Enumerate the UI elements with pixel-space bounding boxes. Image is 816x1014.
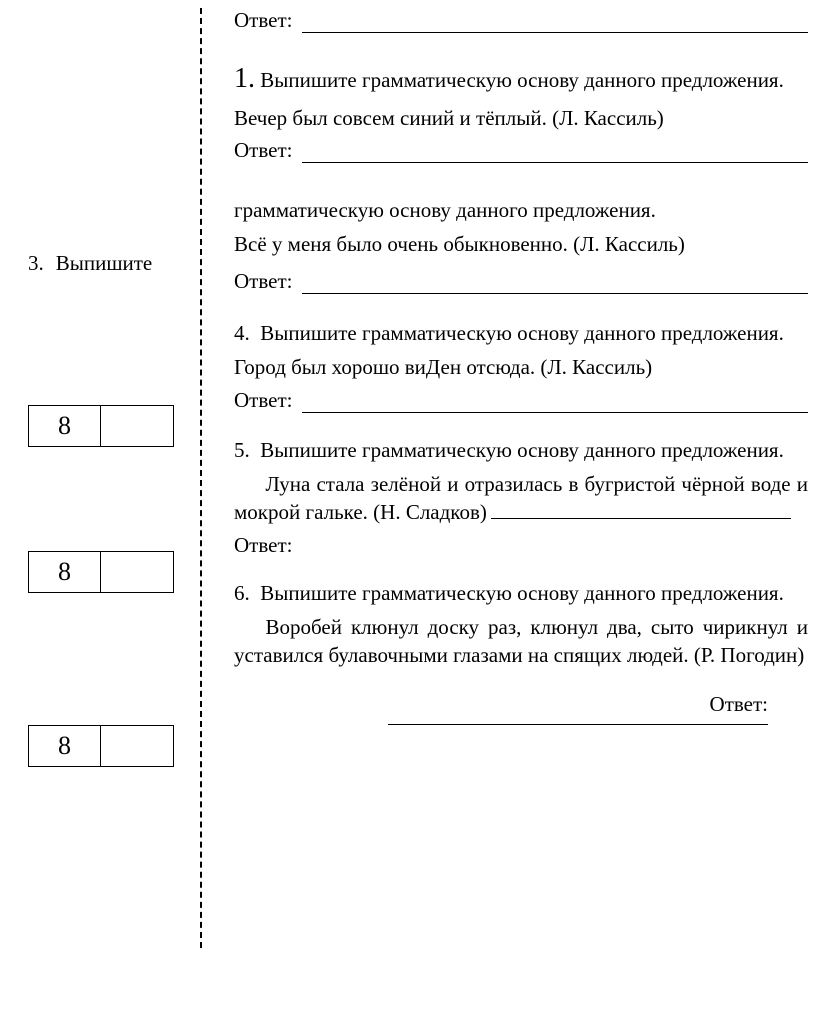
score-box-2: 8 (28, 551, 174, 593)
task-4-body: Город был хорошо виДен отсюда. (Л. Касси… (234, 353, 808, 381)
task-3-left-fragment: 3. Выпишите (28, 250, 190, 277)
answer-row-3: Ответ: (234, 269, 808, 294)
task-6-heading-text: Выпишите грамматическую основу данного п… (260, 581, 784, 605)
score-box-1: 8 (28, 405, 174, 447)
score-box-3: 8 (28, 725, 174, 767)
task-5-number: 5. (234, 438, 250, 462)
task-4: 4. Выпишите грамматическую основу данног… (234, 320, 808, 413)
answer-label: Ответ: (710, 692, 768, 716)
right-column: Ответ: 1. Выпишите грамматическую основу… (202, 0, 816, 1014)
answer-line-bottom[interactable] (388, 723, 768, 725)
task-1-heading-text: Выпишите грамматическую основу данного п… (260, 68, 784, 92)
answer-label: Ответ: (234, 269, 292, 294)
answer-line[interactable] (302, 138, 808, 163)
answer-label: Ответ: (234, 8, 292, 33)
task-1-number: 1. (234, 63, 255, 94)
answer-label: Ответ: (234, 388, 292, 413)
task-5-heading: 5. Выпишите грамматическую основу данног… (234, 437, 808, 464)
task-4-number: 4. (234, 321, 250, 345)
answer-label: Ответ: (234, 533, 292, 558)
task-1-heading: 1. Выпишите грамматическую основу данног… (234, 61, 808, 97)
answer-row-6: Ответ: (234, 692, 808, 717)
score-value: 8 (29, 406, 101, 446)
task-5-body-text: Луна стала зелёной и отразилась в бугрис… (234, 472, 808, 524)
answer-row-1: Ответ: (234, 138, 808, 163)
task-3-word: Выпишите (56, 250, 153, 277)
task-3-body: Всё у меня было очень обыкновенно. (Л. К… (234, 230, 808, 258)
answer-line-inline[interactable] (491, 518, 791, 519)
score-value: 8 (29, 726, 101, 766)
answer-line[interactable] (302, 269, 808, 294)
task-1: 1. Выпишите грамматическую основу данног… (234, 61, 808, 163)
score-blank[interactable] (101, 726, 173, 766)
task-3-number: 3. (28, 250, 44, 277)
answer-line[interactable] (302, 388, 808, 413)
answer-row-4: Ответ: (234, 388, 808, 413)
task-5-body: Луна стала зелёной и отразилась в бугрис… (234, 470, 808, 527)
score-value: 8 (29, 552, 101, 592)
task-3: грамматическую основу данного предложени… (234, 197, 808, 294)
answer-line[interactable] (302, 8, 808, 33)
left-column: 3. Выпишите 8 8 8 (0, 0, 200, 1014)
worksheet-page: 3. Выпишите 8 8 8 Ответ: 1. Выпишите гра… (0, 0, 816, 1014)
score-blank[interactable] (101, 552, 173, 592)
answer-row-top: Ответ: (234, 8, 808, 33)
score-blank[interactable] (101, 406, 173, 446)
task-5-heading-text: Выпишите грамматическую основу данного п… (260, 438, 784, 462)
task-3-heading-cont: грамматическую основу данного предложени… (234, 197, 808, 224)
task-4-heading: 4. Выпишите грамматическую основу данног… (234, 320, 808, 347)
task-6-heading: 6. Выпишите грамматическую основу данног… (234, 580, 808, 607)
answer-label: Ответ: (234, 138, 292, 163)
task-1-body: Вечер был совсем синий и тёплый. (Л. Кас… (234, 104, 808, 132)
task-4-heading-text: Выпишите грамматическую основу данного п… (260, 321, 784, 345)
task-6: 6. Выпишите грамматическую основу данног… (234, 580, 808, 670)
task-5: 5. Выпишите грамматическую основу данног… (234, 437, 808, 558)
task-6-number: 6. (234, 581, 250, 605)
task-6-body: Воробей клюнул доску раз, клюнул два, сы… (234, 613, 808, 670)
answer-row-5: Ответ: (234, 533, 808, 558)
